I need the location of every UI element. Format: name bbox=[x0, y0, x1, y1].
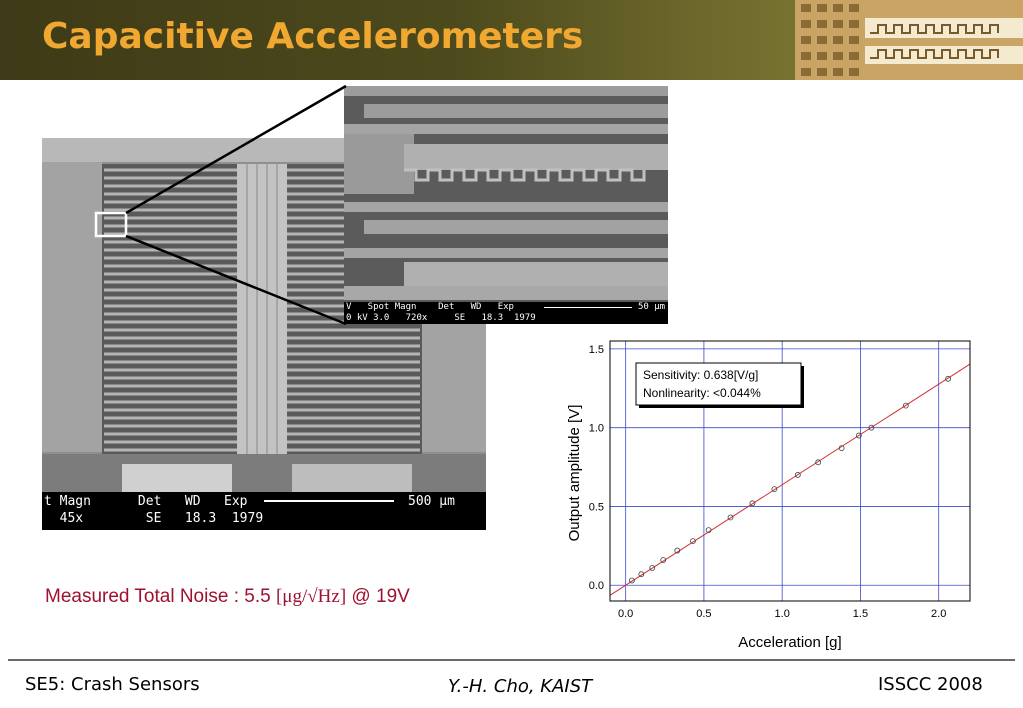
plot-frame bbox=[609, 340, 971, 602]
data-point bbox=[815, 459, 822, 466]
sem-zoom-graphic bbox=[344, 86, 668, 324]
data-point bbox=[629, 577, 635, 584]
data-point bbox=[794, 472, 801, 478]
data-point bbox=[649, 565, 656, 571]
noise-caption: Measured Total Noise : 5.5 [μg/√Hz] @ 19… bbox=[45, 586, 410, 608]
data-point bbox=[638, 571, 645, 578]
data-point bbox=[674, 547, 681, 554]
y-axis-label: Output amplitude [V] bbox=[566, 405, 583, 542]
sensitivity-chart: 0.0 0.5 1.0 1.5 2.0 0.0 0.5 1.0 1.5 Sensitivity… bbox=[560, 335, 980, 655]
sem-zoom-scalebar bbox=[544, 307, 632, 308]
data-point bbox=[902, 402, 909, 409]
x-tick-labels: 0.0 0.5 1.0 1.5 2.0 bbox=[618, 608, 946, 620]
y-tick-labels: 0.0 0.5 1.0 1.5 bbox=[589, 344, 604, 592]
data-points bbox=[629, 375, 951, 584]
y-tick-label: 1.0 bbox=[589, 423, 604, 435]
sem-zoom-scale-label: 50 µm bbox=[638, 302, 666, 312]
annotation-sensitivity: Sensitivity: 0.638[V/g] bbox=[643, 368, 758, 382]
sem-full-info-row2: 45x SE 18.3 1979 bbox=[44, 511, 264, 526]
sem-image-zoom: V Spot Magn Det WD Exp 0 kV 3.0 720x SE … bbox=[344, 86, 668, 324]
footer-author: Y.-H. Cho, KAIST bbox=[448, 676, 593, 697]
data-point bbox=[838, 445, 845, 452]
sensitivity-chart-svg: 0.0 0.5 1.0 1.5 2.0 0.0 0.5 1.0 1.5 Sensitivity… bbox=[566, 340, 971, 651]
header-bar: Capacitive Accelerometers bbox=[0, 0, 1023, 80]
footer-divider bbox=[8, 659, 1015, 661]
sem-full-info-bar: t Magn Det WD Exp 45x SE 18.3 1979 500 µ… bbox=[42, 492, 486, 530]
mems-photo-thumbnail bbox=[795, 0, 1023, 80]
sem-zoom-info-row1: V Spot Magn Det WD Exp bbox=[346, 302, 514, 312]
fit-line bbox=[609, 363, 971, 596]
data-point bbox=[727, 514, 734, 521]
data-point bbox=[771, 486, 778, 493]
data-point bbox=[945, 375, 951, 382]
x-tick-label: 1.0 bbox=[775, 608, 790, 620]
y-tick-label: 1.5 bbox=[589, 344, 604, 356]
annotation-box: Sensitivity: 0.638[V/g] Nonlinearity: <0… bbox=[635, 362, 804, 408]
data-point bbox=[690, 538, 696, 545]
y-tick-label: 0.5 bbox=[589, 501, 604, 513]
noise-unit: [μg/√Hz] bbox=[275, 586, 347, 607]
footer-session: SE5: Crash Sensors bbox=[25, 674, 200, 695]
annotation-nonlinearity: Nonlinearity: <0.044% bbox=[643, 386, 761, 400]
sem-zoom-info-row2: 0 kV 3.0 720x SE 18.3 1979 bbox=[346, 313, 536, 323]
x-tick-label: 1.5 bbox=[853, 608, 868, 620]
y-tick-label: 0.0 bbox=[589, 580, 604, 592]
mems-thumbnail-graphic bbox=[795, 0, 1023, 80]
x-tick-label: 0.5 bbox=[696, 608, 711, 620]
noise-prefix: Measured Total Noise : 5.5 bbox=[45, 586, 276, 607]
x-tick-label: 2.0 bbox=[931, 608, 946, 620]
sem-full-info-row1: t Magn Det WD Exp bbox=[44, 494, 248, 509]
x-axis-label: Acceleration [g] bbox=[738, 634, 841, 651]
data-point bbox=[660, 557, 667, 563]
sem-full-scale-label: 500 µm bbox=[408, 494, 455, 509]
x-tick-label: 0.0 bbox=[618, 608, 633, 620]
data-point bbox=[749, 500, 756, 507]
data-point bbox=[705, 527, 712, 533]
noise-suffix: @ 19V bbox=[346, 586, 410, 607]
footer-conference: ISSCC 2008 bbox=[878, 674, 983, 695]
slide-title: Capacitive Accelerometers bbox=[42, 16, 584, 57]
sem-full-scalebar bbox=[264, 500, 394, 502]
data-point bbox=[868, 424, 875, 431]
sem-zoom-info-bar: V Spot Magn Det WD Exp 0 kV 3.0 720x SE … bbox=[344, 302, 668, 324]
data-point bbox=[855, 432, 862, 439]
